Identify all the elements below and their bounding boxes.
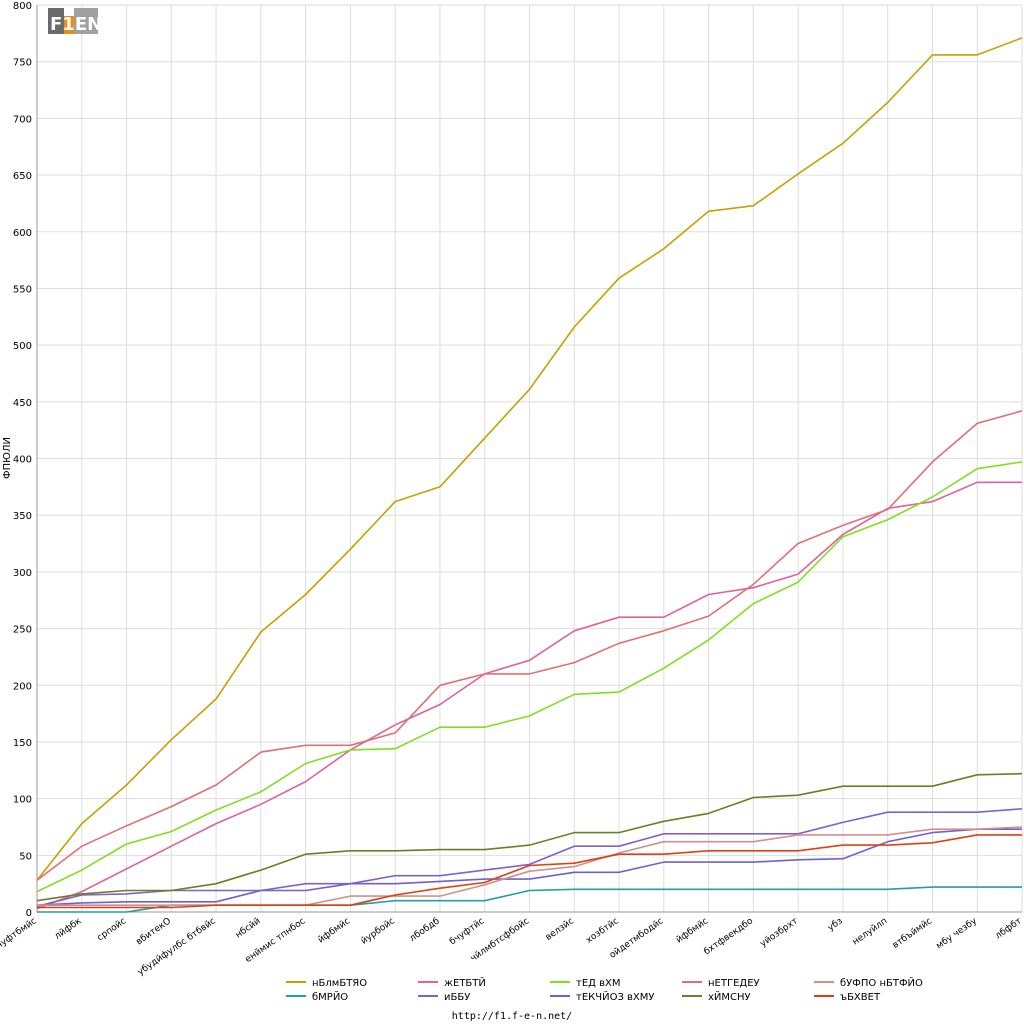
y-tick-label-0: 0 bbox=[26, 908, 32, 919]
series-line-2 bbox=[36, 481, 1022, 910]
footer-url: http://f1.f-e-n.net/ bbox=[452, 1011, 572, 1022]
y-tick-label-10: 500 bbox=[13, 341, 32, 352]
y-tick-label-4: 200 bbox=[13, 681, 32, 692]
y-tick-label-11: 550 bbox=[13, 284, 32, 295]
y-tick-label-14: 700 bbox=[13, 114, 32, 125]
y-tick-label-7: 350 bbox=[13, 511, 32, 522]
y-tick-label-1: 50 bbox=[19, 851, 32, 862]
logo: F1EN bbox=[48, 8, 102, 35]
y-tick-label-8: 400 bbox=[13, 455, 32, 466]
legend-label-8: бУФПО нБТФЙО bbox=[840, 976, 923, 989]
series-lines bbox=[36, 37, 1023, 913]
legend-label-3: иББУ bbox=[444, 992, 470, 1003]
y-tick-labels: 0 50 100 150 200 250 300 350 400 450 500 550 600 650 7… bbox=[13, 1, 32, 919]
y-tick-label-15: 750 bbox=[13, 58, 32, 69]
series-line-5 bbox=[36, 828, 1022, 906]
y-tick-label-2: 100 bbox=[13, 795, 32, 806]
logo-tile-f bbox=[48, 8, 64, 34]
grid bbox=[36, 4, 1023, 913]
y-tick-label-9: 450 bbox=[13, 398, 32, 409]
series-line-6 bbox=[36, 410, 1023, 881]
series-line-3 bbox=[36, 808, 1023, 908]
y-tick-label-13: 650 bbox=[13, 171, 32, 182]
y-tick-label-5: 250 bbox=[13, 625, 32, 636]
y-tick-label-6: 300 bbox=[13, 568, 32, 579]
legend-label-0: нБлмБТЯО bbox=[312, 978, 367, 989]
legend-label-4: тЕД вХМ bbox=[576, 978, 621, 989]
axes bbox=[36, 5, 1022, 913]
legend-label-1: бМРЙО bbox=[312, 990, 348, 1003]
y-tick-label-12: 600 bbox=[13, 228, 32, 239]
legend-label-6: нЕТГЕДЕУ bbox=[708, 978, 760, 989]
legend-label-7: хЙМСНУ bbox=[708, 990, 751, 1003]
logo-tile-en bbox=[74, 8, 98, 34]
series-line-9 bbox=[37, 834, 1022, 909]
y-tick-label-3: 150 bbox=[13, 738, 32, 749]
series-line-0 bbox=[36, 37, 1023, 881]
legend-label-5: тЕКЧЙОЗ вХМУ bbox=[576, 990, 655, 1003]
logo-tile-1 bbox=[64, 16, 74, 34]
logo-text: F1EN bbox=[50, 14, 102, 35]
series-line-4 bbox=[36, 461, 1023, 893]
series-line-7 bbox=[36, 772, 1023, 902]
y-axis-label: ФПЮЛИ bbox=[2, 437, 13, 479]
legend-label-9: ъБХВЕТ bbox=[840, 992, 881, 1003]
y-tick-label-16: 800 bbox=[13, 1, 32, 12]
legend-label-2: жЕТБТЙ bbox=[444, 976, 486, 989]
